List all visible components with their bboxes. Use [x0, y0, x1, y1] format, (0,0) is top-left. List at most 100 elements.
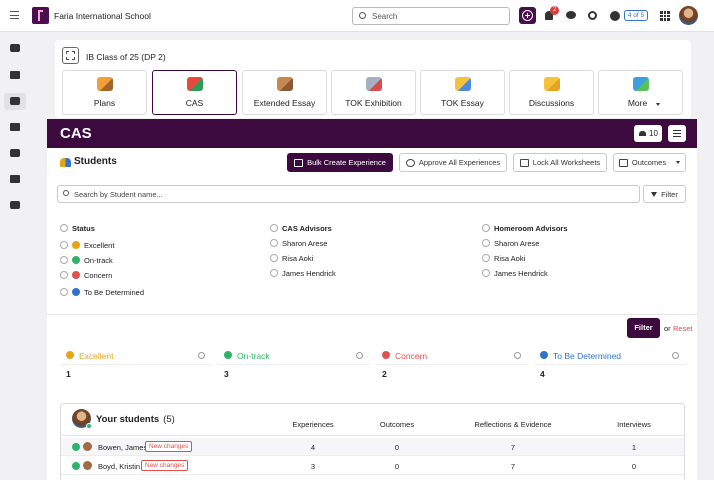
list-icon-line	[673, 136, 681, 138]
filter-option-radio[interactable]	[60, 241, 68, 249]
button-icon	[618, 158, 628, 167]
status-icon	[72, 288, 80, 296]
cell-value: 0	[631, 462, 637, 471]
cell-value: 4	[310, 443, 316, 452]
status-icon	[72, 462, 80, 470]
action-button[interactable]: Bulk Create Experience	[287, 153, 393, 172]
status-icon	[72, 443, 80, 451]
nav-tab[interactable]: TOK Essay	[420, 70, 505, 115]
search-icon	[359, 12, 366, 19]
sidebar-icon[interactable]	[10, 175, 20, 183]
cell-value: 0	[394, 462, 400, 471]
filter-group-title: Homeroom Advisors	[494, 224, 568, 233]
status-card: On-track 3	[218, 347, 370, 382]
nav-tab[interactable]: Plans	[62, 70, 147, 115]
nav-tab[interactable]: TOK Exhibition	[331, 70, 416, 115]
filter-option-radio[interactable]	[482, 269, 490, 277]
bell-icon[interactable]	[545, 11, 553, 20]
sidebar-icon[interactable]	[10, 201, 20, 209]
reset-link[interactable]: Reset	[673, 324, 693, 333]
sidebar-icon[interactable]	[10, 149, 20, 157]
status-icon	[224, 351, 232, 359]
filter-option: Risa Aoki	[494, 254, 526, 263]
student-avatar	[83, 442, 92, 451]
main-panel: CAS 10 Students Bulk Create Experience Appro…	[47, 119, 697, 389]
school-name: Faria International School	[54, 11, 151, 21]
help-icon[interactable]	[610, 11, 620, 21]
school-logo	[32, 7, 49, 24]
filter-option-radio[interactable]	[270, 269, 278, 277]
status-card: Concern 2	[376, 347, 528, 382]
or-text: or	[664, 324, 671, 333]
sidebar-icon[interactable]	[10, 123, 20, 131]
button-icon	[519, 158, 529, 167]
sidebar-icon[interactable]	[10, 44, 20, 52]
settings-icon[interactable]	[588, 11, 597, 20]
search-box[interactable]: Search	[352, 7, 510, 25]
table-row[interactable]: Bowen, James New changes 4 0 7 1	[61, 438, 684, 456]
column-header: Outcomes	[379, 420, 415, 429]
action-button[interactable]: Outcomes	[613, 153, 686, 172]
nav-tab[interactable]: Discussions	[509, 70, 594, 115]
section-header: CAS 10	[47, 119, 697, 148]
student-search[interactable]: Search by Student name...	[57, 185, 640, 203]
status-count: 4	[540, 369, 545, 379]
search-placeholder: Search by Student name...	[74, 190, 163, 199]
filter-option: On-track	[84, 256, 113, 265]
tab-label: CAS	[185, 98, 204, 108]
menu-icon[interactable]	[10, 11, 19, 19]
action-button[interactable]: Approve All Experiences	[399, 153, 507, 172]
info-icon	[514, 352, 521, 359]
tab-label: Plans	[93, 98, 116, 108]
filter-radio	[270, 224, 278, 232]
apps-grid-dot	[663, 14, 666, 17]
sidebar-icon[interactable]	[10, 97, 20, 105]
sidebar-icon[interactable]	[10, 71, 20, 79]
tab-icon	[544, 77, 560, 91]
apps-grid-dot	[667, 14, 670, 17]
tab-icon	[633, 77, 649, 91]
members-button[interactable]: 10	[634, 125, 662, 142]
filter-option-radio[interactable]	[60, 271, 68, 279]
apps-grid-dot	[667, 18, 670, 21]
nav-tab[interactable]: More	[598, 70, 683, 115]
search-placeholder: Search	[372, 12, 398, 21]
tab-icon	[187, 77, 203, 91]
button-label: Approve All Experiences	[418, 158, 501, 167]
status-icon	[66, 351, 74, 359]
tab-label: Discussions	[528, 98, 575, 108]
status-label: Excellent	[79, 351, 114, 361]
user-avatar[interactable]	[679, 6, 698, 25]
apply-filter-button[interactable]: Filter	[627, 318, 660, 338]
filter-option-radio[interactable]	[60, 256, 68, 264]
filter-option-radio[interactable]	[60, 288, 68, 296]
cell-value: 7	[510, 443, 516, 452]
list-button[interactable]	[668, 125, 686, 142]
filter-option: Concern	[84, 271, 113, 280]
action-button[interactable]: Lock All Worksheets	[513, 153, 607, 172]
button-label: Outcomes	[631, 158, 667, 167]
status-divider	[60, 364, 212, 365]
dropdown-caret	[656, 103, 660, 106]
filter-option-radio[interactable]	[482, 254, 490, 262]
status-card: Excellent 1	[60, 347, 212, 382]
header-divider	[61, 435, 684, 436]
student-name: Boyd, Kristin	[98, 462, 141, 471]
tab-icon	[455, 77, 471, 91]
filter-option-radio[interactable]	[482, 239, 490, 247]
nav-tab[interactable]: Extended Essay	[242, 70, 327, 115]
apps-grid-dot	[660, 18, 663, 21]
filter-toggle[interactable]: Filter	[643, 185, 686, 203]
notification-badge: 2	[550, 6, 559, 15]
filter-option-radio[interactable]	[270, 254, 278, 262]
filter-option-radio[interactable]	[270, 239, 278, 247]
chat-icon[interactable]	[566, 11, 576, 19]
button-icon	[405, 158, 415, 167]
list-icon-line	[673, 133, 681, 135]
status-label: To Be Determined	[553, 351, 622, 361]
table-row[interactable]: Boyd, Kristin New changes 3 0 7 0	[61, 457, 684, 475]
nav-tab[interactable]: CAS	[152, 70, 237, 115]
status-divider	[218, 364, 370, 365]
student-avatar	[83, 461, 92, 470]
status-count: 2	[382, 369, 387, 379]
